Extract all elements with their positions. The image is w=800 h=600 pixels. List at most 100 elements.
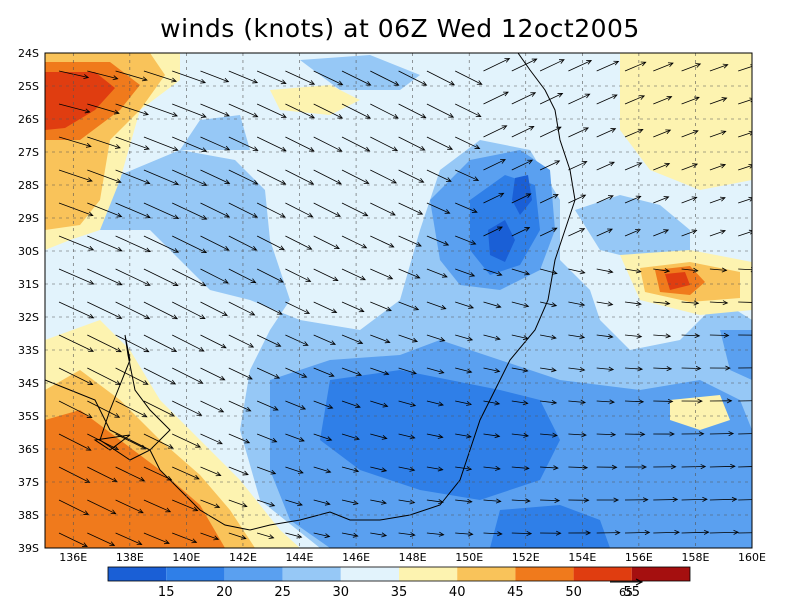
wind-vector-head bbox=[757, 398, 762, 402]
wind-vector-head bbox=[88, 245, 95, 251]
wind-vector-head bbox=[306, 245, 313, 250]
wind-vector-head bbox=[296, 533, 303, 539]
wind-vector bbox=[115, 532, 142, 545]
wind-vector-head bbox=[672, 497, 679, 503]
contour-fill bbox=[45, 53, 752, 548]
wind-vector-head bbox=[298, 437, 305, 442]
wind-vector bbox=[370, 400, 388, 407]
wind-vector bbox=[370, 136, 398, 151]
wind-vector-head bbox=[87, 211, 94, 217]
wind-vector bbox=[172, 70, 206, 84]
wind-vector-head bbox=[555, 126, 562, 132]
wind-vector bbox=[370, 433, 387, 439]
wind-vector-head bbox=[667, 398, 674, 404]
wind-vector-head bbox=[609, 161, 615, 167]
wind-vector-head bbox=[467, 531, 474, 537]
wind-vector-head bbox=[700, 464, 707, 470]
wind-vector-head bbox=[644, 530, 651, 536]
wind-vector-head bbox=[609, 399, 615, 405]
wind-vector-head bbox=[669, 431, 675, 437]
wind-vector bbox=[483, 226, 503, 237]
wind-vector-head bbox=[692, 267, 699, 273]
wind-vector bbox=[87, 103, 120, 114]
wind-vector bbox=[398, 268, 420, 279]
wind-vector bbox=[200, 466, 221, 476]
wind-vector bbox=[87, 334, 122, 353]
wind-vector bbox=[540, 433, 557, 436]
wind-vector-head bbox=[243, 470, 249, 476]
wind-vector bbox=[624, 195, 641, 204]
wind-vector bbox=[285, 235, 312, 250]
wind-vector-head bbox=[308, 146, 315, 152]
wind-vector-head bbox=[416, 241, 422, 247]
wind-vector bbox=[624, 129, 643, 138]
wind-vector bbox=[200, 301, 228, 316]
wind-vector-head bbox=[300, 405, 307, 410]
wind-vector-head bbox=[640, 61, 647, 67]
wind-vector bbox=[228, 202, 258, 218]
wind-vector-head bbox=[252, 212, 258, 218]
wind-vector bbox=[143, 499, 171, 513]
wind-vector-head bbox=[334, 244, 340, 250]
wind-vector-head bbox=[164, 539, 170, 545]
wind-vector-head bbox=[579, 228, 586, 233]
wind-vector-head bbox=[437, 433, 444, 439]
wind-vector-head bbox=[611, 464, 618, 470]
wind-vector-head bbox=[748, 229, 752, 235]
wind-vector-head bbox=[326, 436, 333, 442]
wind-vector-head bbox=[241, 502, 248, 508]
wind-vector-head bbox=[419, 145, 426, 151]
wind-vector bbox=[313, 136, 343, 152]
wind-vector bbox=[483, 159, 506, 171]
wind-vector-head bbox=[144, 179, 151, 185]
wind-vector bbox=[455, 70, 482, 85]
wind-vector bbox=[58, 367, 93, 386]
lon-tick-label: 142E bbox=[229, 551, 257, 564]
wind-vector bbox=[709, 164, 726, 171]
wind-vector bbox=[58, 268, 94, 285]
wind-vector bbox=[681, 163, 698, 171]
wind-vector bbox=[653, 129, 671, 138]
wind-vector bbox=[596, 433, 616, 436]
wind-vector bbox=[370, 499, 387, 504]
wind-vector-head bbox=[275, 342, 282, 347]
wind-vector bbox=[483, 400, 500, 405]
wind-vector-head bbox=[362, 211, 369, 217]
wind-vector-head bbox=[252, 179, 259, 185]
wind-vector bbox=[738, 268, 752, 271]
wind-vector bbox=[738, 65, 752, 72]
wind-vector bbox=[143, 367, 176, 385]
wind-vector bbox=[143, 136, 178, 151]
wind-vector-head bbox=[390, 210, 396, 216]
plot-frame bbox=[44, 52, 753, 549]
wind-vector-head bbox=[110, 509, 117, 515]
wind-vector bbox=[256, 301, 283, 315]
wind-vector bbox=[115, 202, 151, 219]
wind-vector bbox=[172, 136, 207, 152]
wind-vector bbox=[172, 499, 198, 512]
wind-vector-head bbox=[279, 245, 285, 251]
wind-vector bbox=[143, 301, 178, 320]
wind-vector-head bbox=[730, 463, 736, 469]
wind-vector-head bbox=[411, 369, 417, 375]
wind-vector bbox=[341, 169, 369, 184]
wind-vector bbox=[87, 400, 120, 418]
wind-vector-head bbox=[244, 438, 251, 444]
wind-vector-head bbox=[466, 401, 472, 406]
wind-vector bbox=[568, 367, 585, 371]
wind-vector-head bbox=[531, 58, 538, 64]
wind-vector-head bbox=[88, 279, 95, 285]
wind-vector-head bbox=[331, 308, 338, 313]
wind-vector bbox=[58, 169, 93, 182]
wind-vector-head bbox=[607, 334, 614, 339]
wind-vector bbox=[398, 103, 426, 119]
wind-vector bbox=[370, 202, 396, 216]
wind-vector bbox=[256, 136, 287, 152]
wind-vector bbox=[256, 367, 280, 379]
wind-vector-head bbox=[674, 529, 680, 535]
wind-vector-head bbox=[116, 314, 123, 319]
wind-vector-head bbox=[582, 465, 589, 471]
wind-vector-head bbox=[268, 534, 275, 540]
wind-vector bbox=[285, 268, 311, 282]
wind-vector-head bbox=[703, 529, 710, 535]
